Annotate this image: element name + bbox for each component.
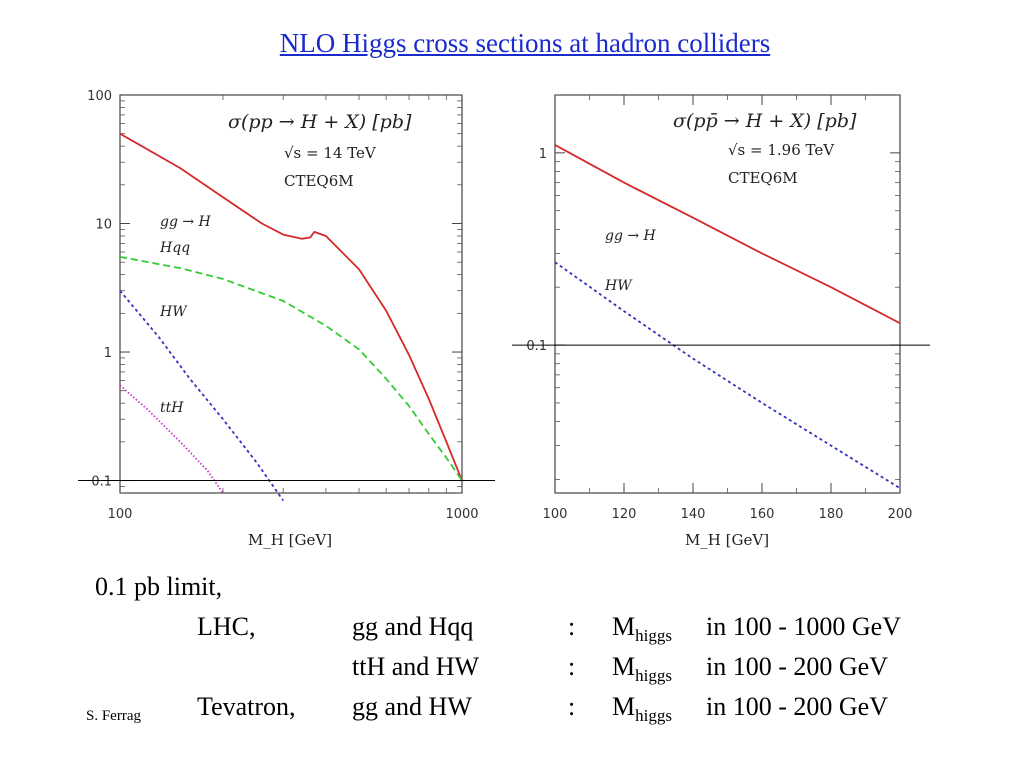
series-line-ggh	[119, 132, 463, 481]
chart-annotation: √s = 14 TeV	[284, 144, 377, 162]
x-tick-label: 140	[681, 507, 706, 522]
chart-annotation: σ(pp̄ → H + X) [pb]	[673, 110, 857, 132]
x-tick-label: 120	[612, 507, 637, 522]
note-mhiggs-2: Mhiggs	[612, 652, 672, 686]
note-tev-proc: gg and HW	[352, 692, 472, 721]
note-lhc-range1: in 100 - 1000 GeV	[706, 612, 901, 641]
series-label: HW	[604, 278, 633, 294]
x-tick-label: 200	[888, 507, 913, 522]
note-lhc-range2: in 100 - 200 GeV	[706, 652, 888, 681]
series-label: Hqq	[159, 240, 190, 256]
x-axis-label: M_H [GeV]	[685, 531, 769, 549]
chart-tevatron: 1 0.1 100 120 140 160 180 200 gg → H HW σ(pp̄ → H …	[512, 94, 930, 549]
chart-annotation: CTEQ6M	[284, 172, 354, 190]
page-title: NLO Higgs cross sections at hadron colli…	[279, 28, 771, 58]
plot-frame	[119, 94, 463, 494]
note-higgs-3: higgs	[635, 706, 672, 725]
y-tick-label: 0.1	[91, 475, 112, 490]
series-label: gg → H	[160, 214, 212, 230]
y-tick-label: 100	[87, 89, 112, 104]
series-line-ggh	[554, 144, 901, 324]
x-axis-label: M_H [GeV]	[248, 531, 332, 549]
note-line1: 0.1 pb limit,	[95, 572, 223, 601]
x-tick-label: 100	[108, 507, 133, 522]
series-line-hqq	[119, 256, 463, 482]
chart-annotation: σ(pp → H + X) [pb]	[228, 111, 412, 133]
y-tick-label: 10	[95, 218, 112, 233]
charts-canvas: 100 10 1 0.1 100 1000 gg → H Hqq HW ttH σ(pp → H +…	[78, 89, 930, 549]
series-label: HW	[159, 304, 188, 320]
y-tick-label: 0.1	[526, 339, 547, 354]
note-higgs-2: higgs	[635, 666, 672, 685]
note-mhiggs-3: Mhiggs	[612, 692, 672, 726]
note-colon-2: :	[568, 652, 576, 681]
series-label: gg → H	[605, 228, 657, 244]
x-tick-label: 1000	[445, 507, 478, 522]
y-tick-label: 1	[539, 147, 547, 162]
note-tev-range: in 100 - 200 GeV	[706, 692, 888, 721]
chart-annotation: CTEQ6M	[728, 169, 798, 187]
x-tick-label: 180	[819, 507, 844, 522]
note-m-1: M	[612, 612, 636, 641]
y-tick-label: 1	[104, 346, 112, 361]
note-mhiggs-1: Mhiggs	[612, 612, 672, 646]
note-lhc-proc2: ttH and HW	[352, 652, 480, 681]
note-colon-1: :	[568, 612, 576, 641]
note-m-3: M	[612, 692, 636, 721]
note-colon-3: :	[568, 692, 576, 721]
note-tevatron: Tevatron,	[197, 692, 296, 721]
note-lhc-proc1: gg and Hqq	[352, 612, 474, 641]
series-line-hw	[554, 261, 901, 489]
series-label: ttH	[160, 400, 184, 416]
chart-lhc: 100 10 1 0.1 100 1000 gg → H Hqq HW ttH σ(pp → H +…	[78, 89, 495, 549]
x-tick-label: 100	[543, 507, 568, 522]
series-line-hw	[119, 290, 284, 502]
note-lhc: LHC,	[197, 612, 256, 641]
chart-annotation: √s = 1.96 TeV	[728, 141, 835, 159]
note-higgs-1: higgs	[635, 626, 672, 645]
x-tick-label: 160	[750, 507, 775, 522]
note-m-2: M	[612, 652, 636, 681]
author: S. Ferrag	[86, 708, 141, 724]
